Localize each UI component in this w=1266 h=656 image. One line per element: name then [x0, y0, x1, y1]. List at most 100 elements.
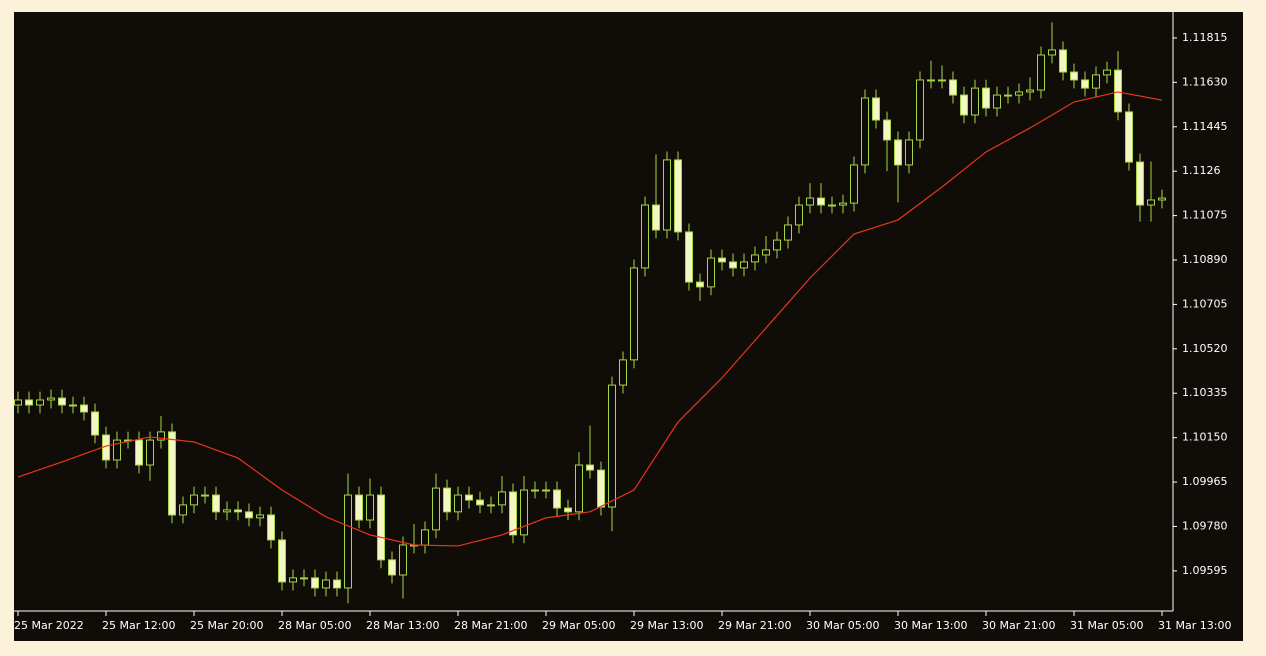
candle-body	[564, 507, 572, 513]
moving-average-line	[17, 91, 1163, 547]
candle-body	[1147, 199, 1155, 206]
candle-body	[69, 404, 77, 407]
candle-body	[1004, 94, 1012, 97]
candle-body	[916, 79, 924, 141]
plot-area	[14, 12, 1173, 611]
y-tick-label: 1.09780	[1182, 519, 1228, 532]
y-tick-label: 1.10705	[1182, 297, 1228, 310]
candle-body	[828, 204, 836, 207]
candle-body	[498, 491, 506, 506]
x-tick-label: 25 Mar 12:00	[102, 619, 175, 632]
candle-body	[256, 514, 264, 519]
candle-body	[1070, 71, 1078, 81]
candle-body	[355, 494, 363, 521]
candle-body	[872, 97, 880, 121]
candle-body	[487, 504, 495, 507]
candle-body	[751, 254, 759, 263]
candle-body	[377, 494, 385, 561]
candle-body	[1158, 197, 1166, 201]
candle-body	[696, 281, 704, 288]
candle-body	[58, 397, 66, 406]
y-tick-label: 1.11815	[1182, 31, 1228, 44]
candle-body	[718, 257, 726, 263]
y-tick-label: 1.10890	[1182, 253, 1228, 266]
candle-body	[641, 204, 649, 269]
candle-body	[399, 544, 407, 576]
candle-body	[762, 249, 770, 256]
candle-body	[223, 509, 231, 513]
candle-body	[850, 164, 858, 204]
candle-body	[36, 399, 44, 406]
candle-body	[47, 397, 55, 401]
candle-body	[1059, 49, 1067, 73]
candle-body	[1092, 74, 1100, 89]
y-tick-label: 1.10335	[1182, 386, 1228, 399]
candle-body	[553, 489, 561, 509]
y-tick-label: 1.10520	[1182, 342, 1228, 355]
candle-body	[322, 579, 330, 589]
candle-body	[443, 487, 451, 513]
candle-body	[1136, 161, 1144, 206]
candle-body	[267, 514, 275, 541]
candle-body	[157, 431, 165, 441]
candle-body	[993, 94, 1001, 109]
x-tick-label: 25 Mar 20:00	[190, 619, 263, 632]
candle-body	[960, 94, 968, 116]
candle-body	[14, 399, 22, 406]
candle-body	[432, 487, 440, 531]
candle-body	[1015, 91, 1023, 96]
candle-body	[883, 119, 891, 141]
candle-body	[630, 267, 638, 361]
y-tick-label: 1.10150	[1182, 431, 1228, 444]
candle-body	[773, 239, 781, 251]
candle-body	[949, 79, 957, 96]
y-tick-label: 1.11075	[1182, 209, 1228, 222]
candle-body	[927, 79, 935, 82]
x-tick-label: 31 Mar 05:00	[1070, 619, 1143, 632]
x-tick-label: 29 Mar 21:00	[718, 619, 791, 632]
candle-body	[421, 529, 429, 546]
candle-body	[190, 494, 198, 506]
candle-body	[1037, 54, 1045, 91]
y-tick-label: 1.09965	[1182, 475, 1228, 488]
candle-body	[509, 491, 517, 536]
candle-body	[311, 577, 319, 589]
y-tick-label: 1.09595	[1182, 564, 1228, 577]
y-tick-label: 1.11445	[1182, 120, 1228, 133]
candle-body	[817, 197, 825, 206]
candle-body	[608, 384, 616, 508]
x-tick-label: 25 Mar 2022	[14, 619, 84, 632]
candle-body	[245, 511, 253, 519]
candle-body	[1081, 79, 1089, 89]
candle-body	[520, 489, 528, 536]
candle-body	[201, 494, 209, 497]
candle-body	[179, 504, 187, 516]
candle-body	[784, 224, 792, 241]
candle-body	[476, 499, 484, 506]
candle-body	[1048, 49, 1056, 56]
candle-body	[619, 359, 627, 386]
candle-body	[300, 577, 308, 580]
candle-body	[806, 197, 814, 206]
candle-body	[938, 79, 946, 82]
candle-body	[1114, 69, 1122, 113]
candle-body	[289, 577, 297, 583]
candle-body	[1026, 89, 1034, 93]
candle-body	[113, 439, 121, 461]
candle-body	[80, 404, 88, 413]
candle-body	[861, 97, 869, 166]
candle-body	[905, 139, 913, 166]
time-axis-area	[14, 611, 1243, 641]
x-tick-label: 30 Mar 21:00	[982, 619, 1055, 632]
candle-body	[707, 257, 715, 288]
candle-body	[652, 204, 660, 231]
candle-body	[674, 159, 682, 233]
candle-body	[894, 139, 902, 166]
candle-body	[25, 399, 33, 406]
candle-body	[971, 87, 979, 116]
candle-body	[454, 494, 462, 513]
price-axis-area	[1173, 12, 1243, 611]
candle-body	[168, 431, 176, 516]
candle-body	[586, 464, 594, 471]
x-tick-label: 30 Mar 05:00	[806, 619, 879, 632]
